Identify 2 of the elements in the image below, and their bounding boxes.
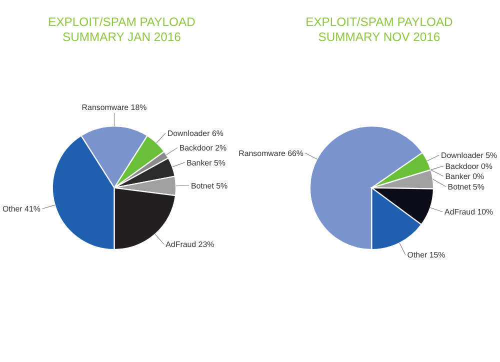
chart-title: EXPLOIT/SPAM PAYLOAD SUMMARY JAN 2016 — [48, 14, 196, 44]
chart-title: EXPLOIT/SPAM PAYLOAD SUMMARY NOV 2016 — [306, 14, 454, 44]
